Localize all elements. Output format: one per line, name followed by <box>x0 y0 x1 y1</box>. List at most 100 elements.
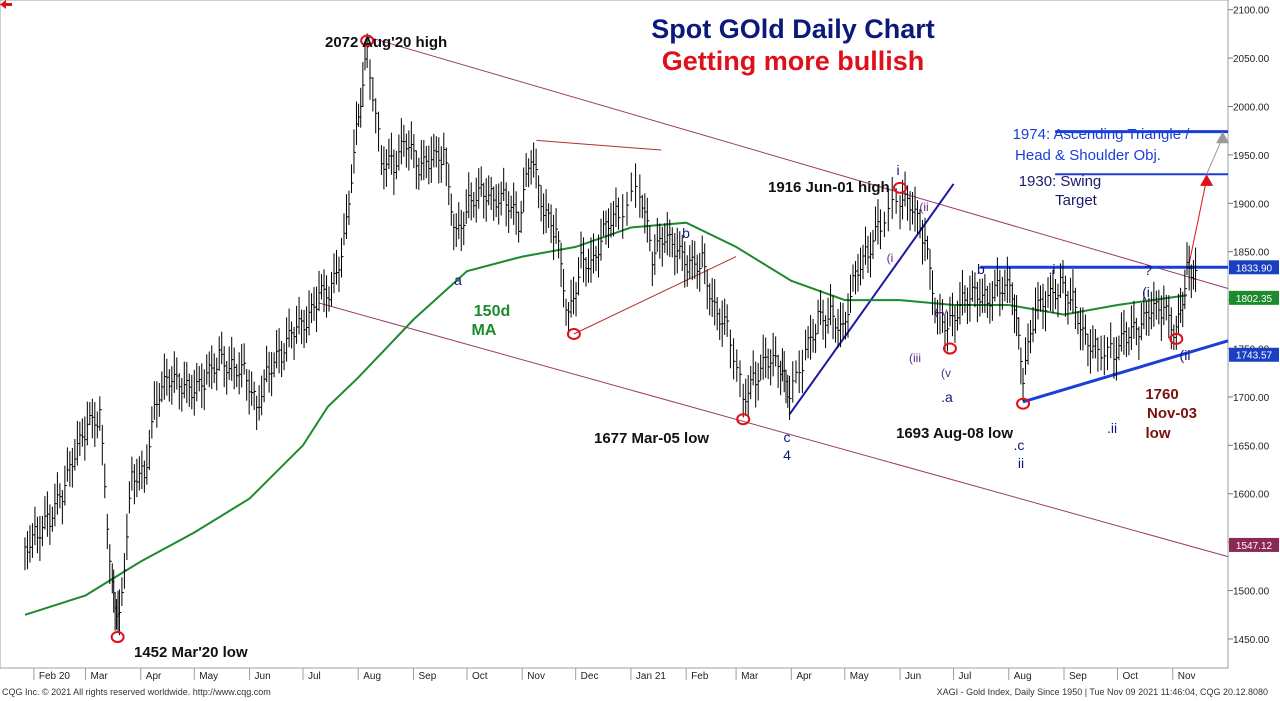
price-tags: 1833.90 1802.35 1743.57 1547.12 <box>1229 260 1279 552</box>
x-tick-label: Mar <box>91 671 109 682</box>
label-target-1974a: 1974: Ascending Triangle / <box>1013 126 1191 143</box>
label-low-nov03-low: low <box>1146 425 1171 442</box>
wave-ii-paren-right: (ii <box>1180 347 1191 363</box>
arrowhead-icon <box>1216 131 1230 144</box>
price-tag <box>1229 537 1279 552</box>
y-tick-label: 2000.00 <box>1233 102 1270 113</box>
label-low-aug08: 1693 Aug-08 low <box>896 425 1013 442</box>
y-tick-label: 1900.00 <box>1233 199 1270 210</box>
x-tick-label: Dec <box>581 671 599 682</box>
upper-channel-line <box>367 36 1229 289</box>
x-tick-label: Aug <box>363 671 381 682</box>
label-target-1930b: Target <box>1055 192 1098 209</box>
label-target-1930a: 1930: Swing <box>1019 173 1102 190</box>
triangle-top-line <box>536 139 662 151</box>
y-tick-label: 1950.00 <box>1233 151 1270 162</box>
wave-4: 4 <box>783 447 791 463</box>
label-high-jun01: 1916 Jun-01 high <box>768 179 890 196</box>
wave-a: a <box>454 272 462 288</box>
price-tag <box>1229 290 1279 305</box>
low-nov2020-marker <box>566 328 581 340</box>
low-mar05-marker <box>736 413 751 426</box>
wave-dot-ii: .ii <box>1107 420 1117 436</box>
x-tick-label: May <box>199 671 218 682</box>
low-nov03-marker <box>1169 332 1184 345</box>
x-tick-label: Oct <box>1122 671 1138 682</box>
wave-ii: ii <box>1018 455 1024 471</box>
price-bars <box>24 33 1198 636</box>
plot-frame <box>0 0 1229 669</box>
wave-i-paren-left: (i <box>887 251 894 265</box>
label-low-nov03-value: 1760 <box>1145 386 1178 403</box>
low-2020-marker <box>110 631 125 644</box>
triangle-bottom-line <box>573 256 737 335</box>
arrowhead-icon <box>1200 174 1214 186</box>
wave-ii-paren-top: (ii <box>919 200 928 214</box>
label-low-nov03-date: Nov-03 <box>1147 405 1197 422</box>
wave-b: b <box>682 225 690 241</box>
scroll-left-arrow-icon[interactable] <box>0 0 12 9</box>
projection-arrow-1930 <box>1188 179 1208 266</box>
wave-v-paren: (v <box>941 366 951 380</box>
label-ma: MA <box>472 322 497 339</box>
y-tick-label: 1600.00 <box>1233 490 1270 501</box>
wave-question: ? <box>1144 262 1152 278</box>
x-tick-label: Mar <box>741 671 759 682</box>
y-tick-label: 1650.00 <box>1233 441 1270 452</box>
y-tick-label: 2100.00 <box>1233 6 1270 17</box>
label-ma-150d: 150d <box>474 303 510 320</box>
x-tick-label: Jul <box>308 671 321 682</box>
ma-150d-line <box>24 221 1188 616</box>
wave-dot-a: .a <box>941 389 953 405</box>
chart-subtitle: Getting more bullish <box>662 46 925 76</box>
price-tag-text: 1743.57 <box>1236 351 1273 362</box>
price-tag-text: 1833.90 <box>1236 263 1273 274</box>
x-tick-label: Sep <box>418 671 436 682</box>
x-tick-label: Nov <box>527 671 545 682</box>
y-tick-label: 2050.00 <box>1233 54 1270 65</box>
x-tick-label: May <box>850 671 869 682</box>
x-tick-label: Jun <box>905 671 921 682</box>
x-tick-label: Oct <box>472 671 488 682</box>
x-tick-label: Jul <box>959 671 972 682</box>
ma-line <box>24 221 1188 616</box>
label-low-mar05: 1677 Mar-05 low <box>594 430 709 447</box>
high-2020-marker <box>360 34 375 47</box>
wave-i-top: i <box>896 162 899 178</box>
label-high-2020: 2072 Aug'20 high <box>325 34 447 51</box>
markers <box>110 34 1184 644</box>
x-tick-label: Aug <box>1014 671 1032 682</box>
wave-dot-i: .i <box>1049 261 1056 277</box>
x-tick-label: Apr <box>146 671 162 682</box>
footer-copyright: CQG Inc. © 2021 All rights reserved worl… <box>2 687 271 697</box>
high-jun01-marker <box>893 181 908 194</box>
wave-i-paren-right: (i <box>1142 284 1150 300</box>
chart-title: Spot GOld Daily Chart <box>651 14 935 44</box>
x-tick-label: Feb <box>691 671 709 682</box>
low-aug08-marker <box>1016 397 1031 410</box>
projection-arrow-1974 <box>1206 137 1224 175</box>
trend-lines <box>318 36 1230 558</box>
x-tick-label: Jun <box>255 671 271 682</box>
y-tick-label: 1450.00 <box>1233 635 1270 646</box>
low-jun29-marker <box>942 342 957 355</box>
price-tag-text: 1802.35 <box>1236 294 1273 305</box>
price-tag <box>1229 260 1279 275</box>
footer-symbol-info: XAGI - Gold Index, Daily Since 1950 | Tu… <box>936 687 1268 697</box>
y-tick-label: 1700.00 <box>1233 393 1270 404</box>
label-low-2020: 1452 Mar'20 low <box>134 644 248 661</box>
y-tick-label: 1850.00 <box>1233 248 1270 259</box>
x-axis: Feb 20 Mar Apr May Jun Jul Aug Sep Oct Nov Dec Jan … <box>0 667 1228 682</box>
price-tag-text: 1547.12 <box>1236 541 1273 552</box>
x-tick-label: Jan 21 <box>636 671 666 682</box>
label-target-1974b: Head & Shoulder Obj. <box>1015 147 1161 164</box>
price-tag <box>1229 347 1279 362</box>
lower-channel-line <box>318 302 1229 558</box>
wave-c: c <box>784 429 791 445</box>
rising-support-line <box>1022 339 1229 404</box>
wave-iii-paren: (iii <box>909 351 921 365</box>
y-tick-label: 1500.00 <box>1233 587 1270 598</box>
wave-dot-c: .c <box>1014 437 1025 453</box>
